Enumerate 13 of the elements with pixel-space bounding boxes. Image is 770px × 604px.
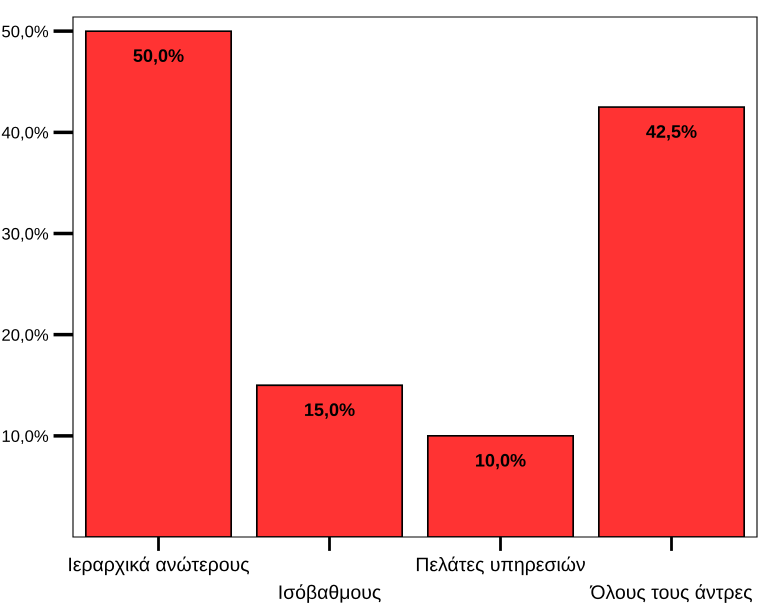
y-tick-label: 20,0% [2, 329, 48, 343]
data-label: 10,0% [476, 454, 526, 470]
x-tick-label: Ιεραρχικά ανώτερους [69, 556, 249, 576]
y-tick-label: 40,0% [2, 126, 48, 141]
data-label: 50,0% [133, 49, 184, 65]
y-tick-label: 10,0% [2, 430, 48, 444]
data-label: 42,5% [646, 125, 697, 141]
y-tick-label: 30,0% [2, 228, 48, 242]
x-tick-label: Όλους τους άντρες [590, 584, 752, 603]
y-tick-label: 50,0% [2, 26, 48, 40]
data-label: 15,0% [305, 403, 355, 419]
x-tick-label: Πελάτες υπηρεσιών [416, 556, 585, 576]
x-tick-label: Ισόβαθμους [280, 584, 381, 603]
